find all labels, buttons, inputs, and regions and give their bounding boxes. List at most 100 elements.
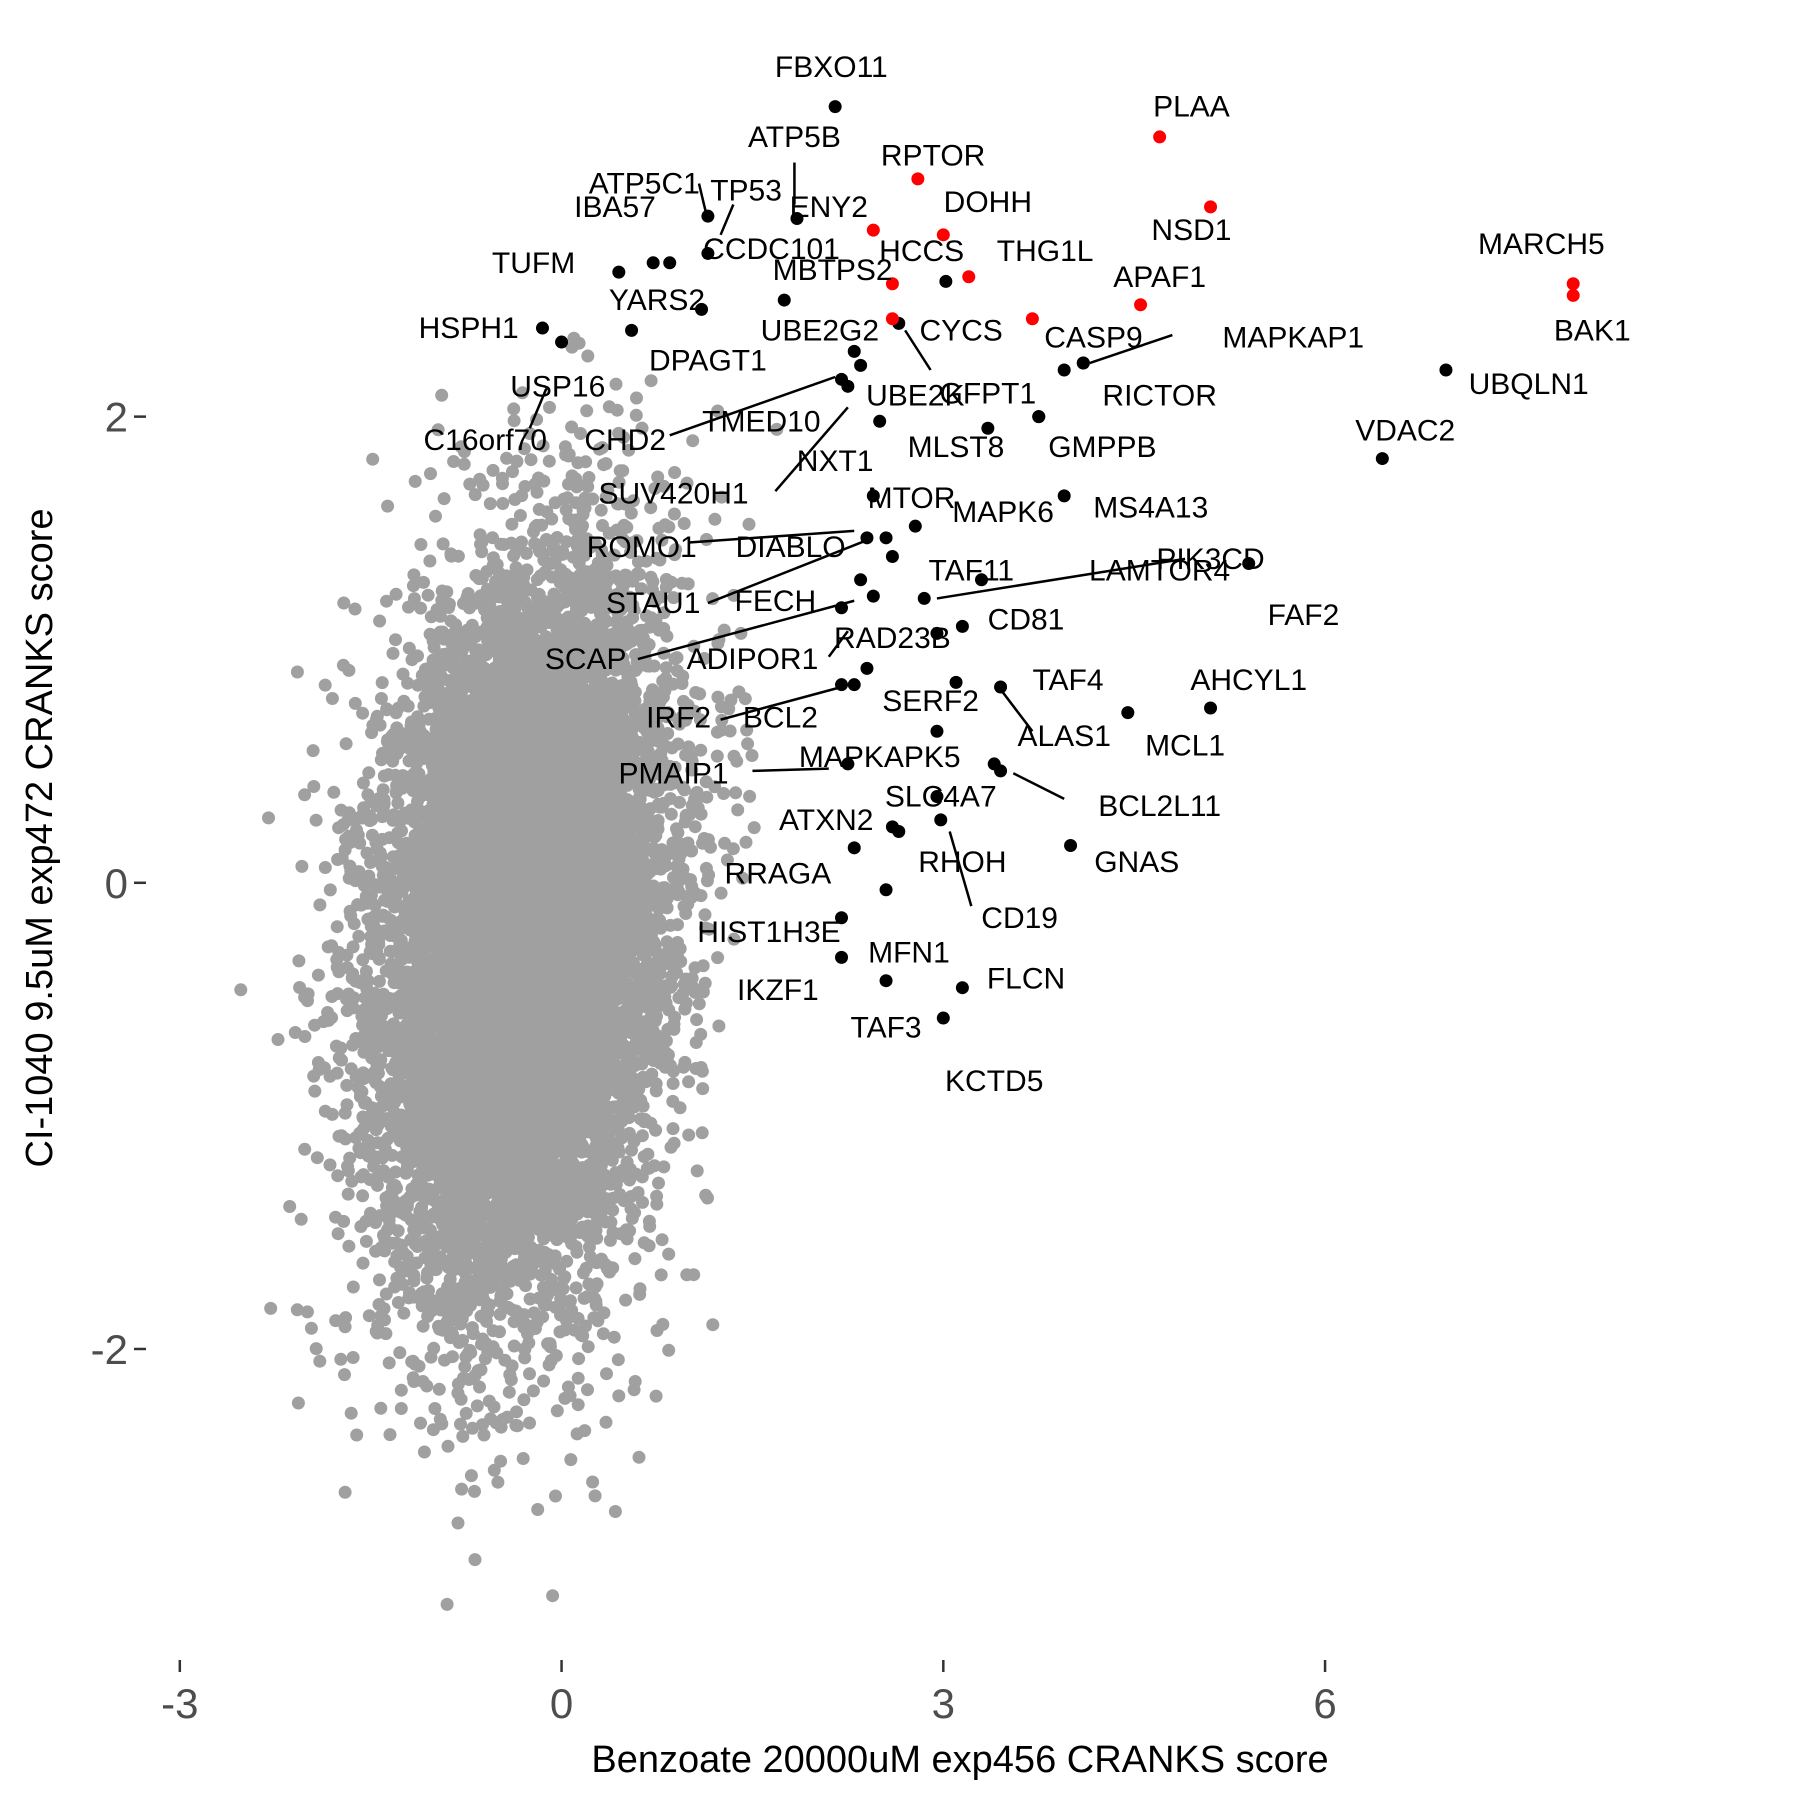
background-point — [517, 1393, 531, 1407]
background-point — [330, 1066, 344, 1080]
background-point — [341, 1187, 355, 1201]
background-point — [389, 587, 403, 601]
background-point — [436, 537, 450, 551]
background-point — [526, 1384, 540, 1398]
background-point — [306, 744, 320, 758]
background-point — [394, 1402, 408, 1415]
background-point — [662, 1343, 676, 1357]
background-point — [344, 1406, 358, 1420]
background-points — [234, 331, 784, 1611]
background-point — [234, 983, 248, 997]
background-point — [510, 1405, 523, 1419]
background-point — [437, 492, 451, 506]
background-point — [323, 1158, 337, 1172]
background-point — [531, 1503, 545, 1516]
background-point — [720, 853, 734, 867]
background-point — [356, 776, 370, 790]
background-point — [571, 1371, 585, 1385]
background-point — [717, 623, 731, 637]
background-point — [311, 968, 325, 982]
background-point — [607, 1330, 621, 1344]
background-point — [304, 1321, 318, 1335]
background-point — [572, 1352, 586, 1366]
background-point — [346, 1351, 360, 1364]
background-point — [391, 796, 405, 810]
background-point — [507, 402, 521, 416]
background-point — [609, 377, 623, 391]
background-point — [619, 1293, 633, 1307]
background-point — [283, 1200, 297, 1213]
background-point — [596, 1327, 610, 1341]
background-point — [571, 1311, 585, 1325]
background-point — [433, 1412, 447, 1426]
background-point — [711, 951, 725, 965]
background-point — [350, 1428, 364, 1442]
background-point — [502, 1385, 516, 1399]
background-point — [622, 443, 636, 457]
background-point — [519, 1279, 532, 1293]
background-point — [505, 517, 519, 531]
background-point — [667, 507, 681, 521]
background-point — [542, 454, 556, 468]
background-point — [564, 1453, 578, 1467]
background-point — [651, 470, 665, 484]
background-point — [426, 1423, 440, 1437]
background-point — [637, 1150, 651, 1164]
background-point — [372, 1298, 386, 1311]
background-point — [470, 1399, 484, 1413]
background-point — [428, 1402, 442, 1415]
background-point — [396, 667, 410, 681]
background-point — [612, 1389, 626, 1403]
background-point — [465, 1321, 479, 1335]
background-point — [340, 1078, 354, 1092]
background-point — [359, 1234, 373, 1248]
background-point — [745, 749, 759, 762]
background-point — [505, 1303, 519, 1317]
background-point — [459, 1406, 473, 1420]
background-point — [374, 1401, 388, 1415]
background-point — [491, 1475, 505, 1489]
background-point — [323, 883, 337, 897]
background-point — [331, 1227, 345, 1241]
background-point — [543, 400, 556, 414]
background-point — [632, 1450, 646, 1464]
background-point — [688, 820, 702, 834]
background-point — [532, 471, 545, 485]
background-point — [581, 1383, 594, 1397]
background-point — [523, 427, 537, 440]
background-point — [329, 1314, 343, 1328]
background-point — [407, 568, 421, 582]
background-point — [553, 1325, 567, 1339]
background-point — [293, 981, 307, 994]
background-point — [309, 813, 323, 827]
background-point — [659, 573, 673, 586]
background-point — [334, 1352, 348, 1366]
background-point — [417, 1445, 431, 1459]
background-point — [673, 942, 687, 956]
background-point — [389, 633, 402, 647]
background-point — [770, 422, 784, 436]
background-point — [393, 1346, 407, 1360]
background-point — [346, 1280, 360, 1294]
background-point — [612, 475, 626, 489]
background-point — [290, 665, 304, 679]
background-point — [642, 1214, 656, 1228]
background-point — [729, 786, 743, 800]
background-point — [394, 1383, 408, 1397]
background-point — [339, 737, 353, 751]
background-point — [291, 1396, 305, 1410]
background-point — [373, 1273, 386, 1287]
background-point — [374, 692, 388, 705]
background-point — [655, 533, 669, 547]
background-point — [264, 1301, 278, 1315]
background-point — [581, 1340, 595, 1354]
background-point — [375, 676, 389, 690]
background-point — [565, 420, 579, 434]
background-point — [309, 1342, 323, 1356]
background-point — [656, 1317, 670, 1331]
background-point — [588, 1489, 602, 1503]
background-point — [741, 737, 755, 751]
background-point — [677, 694, 690, 708]
